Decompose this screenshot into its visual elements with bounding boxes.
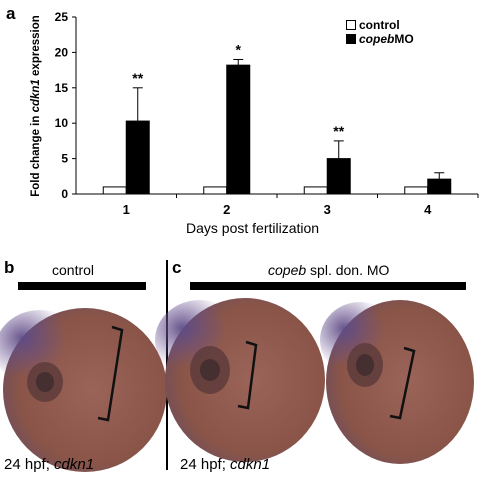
chart-ticks: 0 5 10 15 20 25 1 2 3 4: [55, 10, 479, 217]
y-tick-label: 25: [55, 10, 69, 24]
panel-b-title-bar: [18, 282, 146, 290]
panel-c-caption-prefix: 24 hpf;: [180, 456, 231, 473]
x-tick-label: 1: [123, 202, 130, 217]
bar-control: [404, 186, 429, 195]
significance-label: **: [333, 123, 344, 139]
panel-b-label: b: [4, 258, 15, 277]
bar-treated: [427, 178, 452, 195]
embryo-morphant-2: [320, 300, 474, 464]
chart-bars: *****: [102, 41, 452, 195]
bar-control: [102, 186, 127, 195]
y-tick-label: 15: [55, 81, 69, 95]
significance-label: **: [132, 70, 143, 86]
x-tick-label: 3: [324, 202, 331, 217]
legend-swatch-treated: [346, 34, 356, 44]
y-axis-label-suffix: expression: [29, 15, 42, 80]
y-tick-label: 0: [61, 187, 68, 201]
legend-label-treated-italic: copeb: [359, 32, 395, 46]
bar-control: [303, 186, 328, 195]
significance-label: *: [236, 41, 242, 57]
bar-treated: [125, 120, 150, 195]
x-tick-label: 4: [424, 202, 432, 217]
legend: control copeb MO: [346, 18, 414, 46]
panel-a-label: a: [6, 4, 16, 23]
y-axis-label-prefix: Fold change in: [29, 112, 42, 197]
panel-b-caption: 24 hpf; cdkn1: [4, 456, 94, 473]
y-axis-label-gene: cdkn1: [29, 79, 42, 113]
bar-treated: [226, 64, 251, 195]
panel-c-title: copeb spl. don. MO: [268, 262, 389, 278]
y-axis-label: Fold change in cdkn1 expression: [30, 15, 42, 197]
panel-b-title: control: [52, 262, 95, 278]
panel-c-title-bar: [190, 282, 466, 290]
panel-c-title-italic: copeb: [268, 262, 307, 278]
legend-label-control: control: [359, 18, 400, 32]
embryo-morphant-1: [155, 298, 325, 462]
panel-c-caption-gene: cdkn1: [230, 456, 271, 473]
y-tick-label: 5: [61, 152, 68, 166]
x-axis-label: Days post fertilization: [186, 220, 320, 236]
legend-swatch-control: [346, 20, 356, 30]
panel-c-caption: 24 hpf; cdkn1: [180, 456, 270, 473]
panel-c-label: c: [172, 258, 182, 277]
panel-b-caption-gene: cdkn1: [54, 456, 95, 473]
bar-control: [203, 186, 228, 195]
legend-label-treated-rest: MO: [394, 32, 414, 46]
bar-treated: [326, 158, 351, 195]
panel-b-caption-prefix: 24 hpf;: [4, 456, 55, 473]
embryo-control: [0, 308, 167, 472]
x-tick-label: 2: [223, 202, 230, 217]
panel-c-title-rest: spl. don. MO: [306, 262, 390, 278]
y-tick-label: 10: [55, 116, 69, 130]
panel-divider: [166, 260, 168, 470]
y-tick-label: 20: [55, 45, 69, 59]
